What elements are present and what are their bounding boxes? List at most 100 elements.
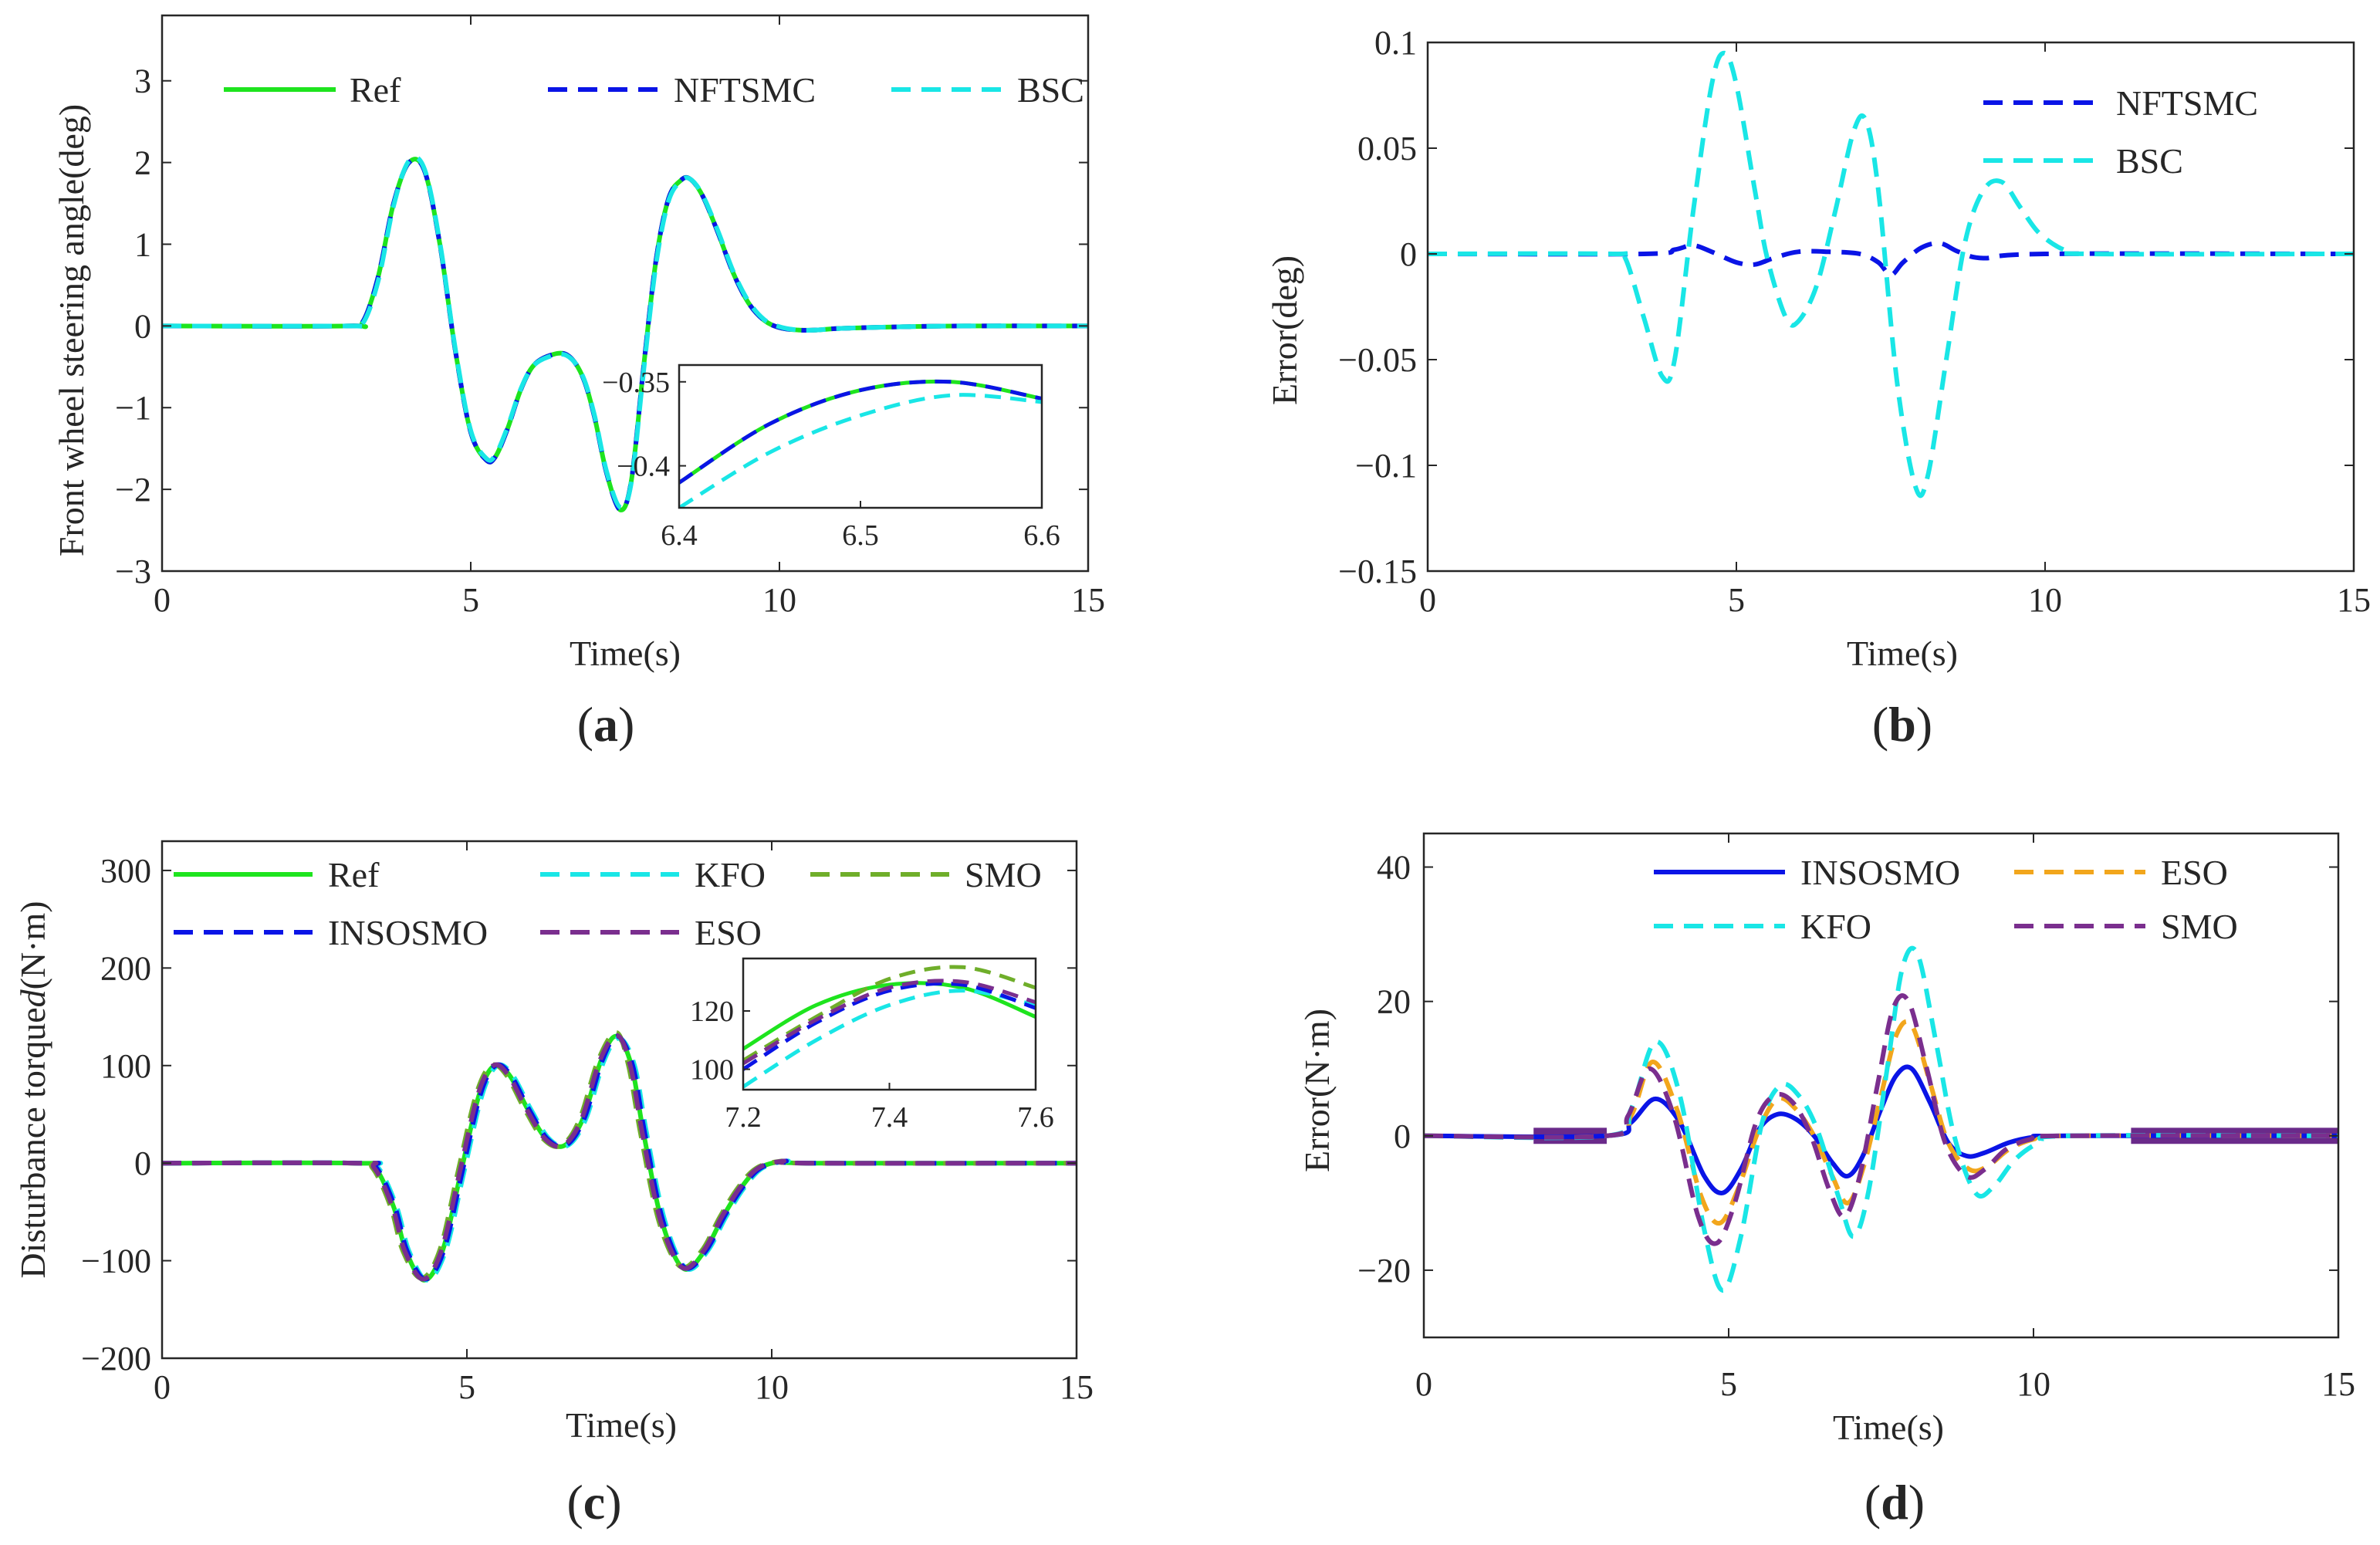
panel-b: Error(deg) Time(s) (b) 0 5 10 15 −0.15 −0.1 −0… — [1265, 24, 2371, 752]
panel-c-inset-plot-area — [743, 965, 1036, 1089]
panel-d-legend-label-smo: SMO — [2161, 907, 2238, 946]
panel-c-ytick-label: −200 — [81, 1340, 151, 1378]
panel-c-inset-xtick-label: 7.6 — [1017, 1101, 1054, 1134]
panel-c-ytick-label: −100 — [81, 1242, 151, 1280]
panel-c-ylabel-italic: d — [13, 989, 52, 1007]
panel-a-ytick-label: −2 — [115, 471, 151, 509]
panel-b-caption: (b) — [1872, 697, 1932, 752]
panel-a-ytick-label: 1 — [134, 225, 151, 263]
panel-c-xlabel: Time(s) — [566, 1405, 677, 1445]
panel-c-inset-series-eso — [743, 979, 1036, 1066]
panel-b-series-nftsmc — [1428, 241, 2354, 278]
panel-d-legend: INSOSMO ESO KFO SMO — [1654, 853, 2238, 946]
panel-b-xlabel: Time(s) — [1847, 634, 1958, 673]
panel-c-ylabel-main: Disturbance torque — [13, 1007, 52, 1278]
panel-d-ylabel: Error(N·m) — [1297, 1009, 1337, 1172]
panel-a-inset-xtick-label: 6.5 — [842, 519, 879, 552]
panel-d-xtick-label: 15 — [2321, 1365, 2355, 1403]
panel-c-xtick-label: 5 — [458, 1368, 475, 1406]
panel-b-series-bsc — [1428, 50, 2354, 499]
panel-c-inset-ytick-label: 120 — [690, 996, 734, 1028]
panel-d-ytick-label: −20 — [1357, 1252, 1411, 1290]
panel-c-inset-series-ref — [743, 981, 1036, 1051]
panel-c-legend-label-ref: Ref — [328, 855, 380, 894]
panel-a-inset-ytick-label: −0.4 — [617, 451, 670, 483]
panel-c-axes-box — [161, 840, 1078, 1360]
panel-c-plot-area — [162, 1029, 1077, 1283]
panel-b-ytick-label: 0.1 — [1374, 24, 1417, 62]
panel-c-xtick-label: 0 — [154, 1368, 171, 1406]
panel-d-legend-label-insosmo: INSOSMO — [1800, 853, 1960, 892]
panel-d-xtick-label: 5 — [1720, 1365, 1737, 1403]
panel-c-legend-label-smo: SMO — [965, 855, 1042, 894]
panel-c-caption: (c) — [566, 1475, 621, 1530]
panel-c-ytick-label: 300 — [100, 852, 151, 890]
panel-d-legend-label-eso: ESO — [2161, 853, 2228, 892]
panel-c-inset-series-insosmo — [743, 981, 1036, 1071]
panel-b-xtick-label: 10 — [2028, 581, 2062, 619]
panel-b-ytick-label: −0.05 — [1338, 341, 1417, 379]
panel-a-inset-xtick-label: 6.4 — [661, 519, 698, 552]
panel-d-ytick-label: 40 — [1377, 849, 1411, 887]
panel-c-ytick-label: 100 — [100, 1047, 151, 1085]
panel-c-ytick-label: 200 — [100, 949, 151, 987]
panel-c-caption-letter: c — [583, 1475, 605, 1530]
panel-a-ylabel: Front wheel steering angle(deg) — [52, 104, 91, 556]
panel-a-xtick-label: 0 — [154, 581, 171, 619]
panel-b-xtick-label: 15 — [2337, 581, 2371, 619]
panel-a-xtick-label: 15 — [1071, 581, 1105, 619]
panel-d-caption: (d) — [1864, 1475, 1925, 1530]
panel-b-xtick-label: 0 — [1419, 581, 1436, 619]
panel-a-inset-plot-area — [679, 379, 1042, 508]
panel-d-axes-box — [1422, 832, 2340, 1339]
panel-c-xtick-label: 10 — [755, 1368, 789, 1406]
panel-d-xtick-label: 10 — [2017, 1365, 2050, 1403]
panel-a-inset-xtick-label: 6.6 — [1023, 519, 1060, 552]
panel-a-ytick-label: −3 — [115, 553, 151, 590]
panel-a-xtick-label: 10 — [762, 581, 796, 619]
panel-a-legend: Ref NFTSMC BSC — [224, 70, 1084, 110]
panel-c-inset-series-smo — [743, 965, 1036, 1063]
panel-c: Disturbance torqued(N·m) Time(s) (c) 0 5 1… — [13, 840, 1094, 1530]
panel-a-ytick-label: 2 — [134, 144, 151, 182]
panel-d-series-smo — [1424, 993, 2338, 1246]
panel-a-xlabel: Time(s) — [570, 634, 681, 673]
panel-a-series-bsc — [162, 154, 1088, 510]
panel-a-ytick-label: −1 — [115, 389, 151, 427]
panel-c-ylabel: Disturbance torqued(N·m) — [13, 901, 52, 1278]
panel-d-legend-label-kfo: KFO — [1800, 907, 1871, 946]
panel-b-legend-label-nftsmc: NFTSMC — [2116, 83, 2258, 123]
panel-c-inset-series-kfo — [743, 989, 1036, 1089]
panel-a-inset-series-bsc — [679, 393, 1042, 508]
panel-c-xtick-label: 15 — [1060, 1368, 1094, 1406]
panel-b-ytick-label: −0.15 — [1338, 553, 1417, 590]
panel-d-ytick-label: 20 — [1377, 983, 1411, 1021]
panel-d: Error(N·m) Time(s) (d) 0 5 10 15 −20 0 20 40 INS… — [1297, 832, 2355, 1530]
panel-d-caption-letter: d — [1881, 1475, 1908, 1530]
panel-c-inset-ytick-label: 100 — [690, 1054, 734, 1087]
panel-a-inset-ytick-label: −0.35 — [602, 367, 670, 399]
panel-a-inset-series-nftsmc — [679, 379, 1042, 485]
panel-b-ytick-label: 0.05 — [1357, 130, 1417, 167]
panel-a-xtick-label: 5 — [462, 581, 479, 619]
panel-b-legend-label-bsc: BSC — [2116, 141, 2183, 181]
panel-c-legend: Ref KFO SMO INSOSMO ESO — [174, 855, 1042, 952]
panel-c-legend-label-kfo: KFO — [695, 855, 766, 894]
panel-d-plot-area — [1424, 945, 2338, 1293]
panel-c-inset-xtick-label: 7.2 — [725, 1101, 762, 1134]
panel-d-ytick-label: 0 — [1394, 1117, 1411, 1155]
panel-a-inset: 6.4 6.5 6.6 −0.4 −0.35 — [602, 363, 1060, 552]
panel-c-legend-label-eso: ESO — [695, 913, 762, 952]
panel-d-xtick-label: 0 — [1415, 1365, 1432, 1403]
panel-a-ytick-label: 3 — [134, 63, 151, 100]
panel-b-xtick-label: 5 — [1728, 581, 1745, 619]
panel-b-legend: NFTSMC BSC — [1983, 83, 2258, 181]
panel-d-xlabel: Time(s) — [1833, 1408, 1944, 1447]
panel-a-ytick-label: 0 — [134, 307, 151, 345]
panel-a-legend-label-bsc: BSC — [1017, 70, 1084, 110]
panel-c-series-eso — [162, 1033, 1077, 1282]
panel-a-plot-area — [162, 154, 1088, 512]
panel-b-caption-letter: b — [1888, 697, 1916, 752]
